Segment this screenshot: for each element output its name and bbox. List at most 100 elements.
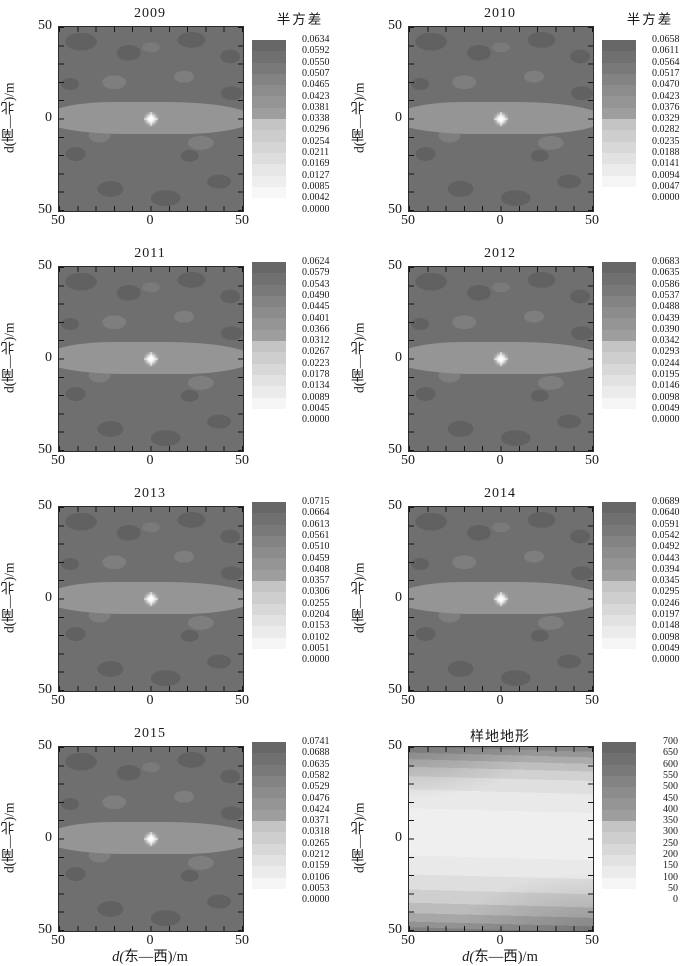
colorbar-value: 0.0106 <box>302 871 330 883</box>
axis-ticks-bottom <box>59 446 243 451</box>
axis-ticks-top <box>59 27 243 32</box>
axis-ticks-bottom <box>59 686 243 691</box>
colorbar-value: 0.0188 <box>652 147 680 158</box>
x-tick-label: 50 <box>585 933 599 948</box>
colorbar-band <box>252 843 286 855</box>
x-tick-label: 50 <box>51 933 65 948</box>
y-axis-label: d(南—北)/m <box>351 802 367 874</box>
panel-title: 2012 <box>484 246 516 261</box>
colorbar-band <box>602 85 636 97</box>
colorbar-band <box>252 374 286 387</box>
panel: 2009 d(南—北)/m 50 0 50 50 0 50 半方差 0.0634… <box>0 0 350 240</box>
colorbar-value: 0.0634 <box>302 34 330 45</box>
colorbar-band <box>602 374 636 387</box>
colorbar-band <box>252 592 286 604</box>
colorbar-value: 0.0381 <box>302 101 330 113</box>
colorbar-band <box>602 513 636 525</box>
colorbar-band <box>252 809 286 822</box>
y-tick-label: 0 <box>395 110 402 125</box>
colorbar-value: 0.0664 <box>302 507 330 519</box>
y-tick-label: 50 <box>38 738 52 753</box>
colorbar-value: 0.0047 <box>652 180 680 192</box>
colorbar-value: 0.0683 <box>652 256 680 267</box>
colorbar-band <box>252 408 286 421</box>
colorbar-band <box>252 51 286 63</box>
colorbar-value: 0.0510 <box>302 541 330 553</box>
colorbar-band <box>252 386 286 398</box>
colorbar-value: 0.0688 <box>302 747 330 759</box>
colorbar-band <box>252 502 286 514</box>
colorbar-value: 0.0488 <box>652 301 680 313</box>
colorbar-band <box>602 408 636 421</box>
y-axis-label: d(南—北)/m <box>351 322 367 394</box>
colorbar-value: 0.0357 <box>302 575 330 587</box>
colorbar-value: 0.0592 <box>302 45 330 57</box>
colorbar-band <box>252 152 286 165</box>
colorbar-value: 0.0159 <box>302 860 330 872</box>
y-axis-label: d(南—北)/m <box>1 802 17 874</box>
colorbar-value: 250 <box>663 837 678 849</box>
colorbar-value: 0.0591 <box>652 518 680 530</box>
colorbar-band <box>252 798 286 810</box>
colorbar-value: 0.0408 <box>302 563 330 575</box>
colorbar-value: 0.0371 <box>302 815 330 827</box>
colorbar-band <box>252 648 286 661</box>
colorbar-value: 0.0178 <box>302 369 330 380</box>
axis-ticks-top <box>409 267 593 272</box>
colorbar-band <box>252 352 286 364</box>
origin-peak-marker <box>142 590 160 608</box>
colorbar-band <box>602 386 636 398</box>
panel-title: 2009 <box>134 6 166 21</box>
x-tick-label: 50 <box>51 693 65 708</box>
colorbar-band <box>602 798 636 810</box>
contour-plot <box>408 506 594 692</box>
colorbar-band <box>602 352 636 364</box>
colorbar-band <box>602 186 636 199</box>
colorbar-band <box>602 363 636 375</box>
colorbar-band <box>252 866 286 878</box>
x-tick-label: 0 <box>146 933 154 948</box>
origin-peak-marker <box>142 110 160 128</box>
axis-ticks-bottom <box>409 446 593 451</box>
colorbar-band <box>252 614 286 627</box>
colorbar-band <box>602 753 636 765</box>
colorbar-band <box>252 787 286 799</box>
origin-peak-marker <box>492 590 510 608</box>
colorbar-value: 0.0445 <box>302 301 330 313</box>
colorbar-value: 0.0246 <box>652 597 680 609</box>
panel-title: 2013 <box>134 486 166 501</box>
colorbar-value: 0.0049 <box>652 642 680 654</box>
colorbar-value: 0.0470 <box>652 79 680 91</box>
colorbar-value: 0.0195 <box>652 369 680 380</box>
y-tick-label: 0 <box>45 830 52 845</box>
axis-ticks-bottom <box>409 926 593 931</box>
colorbar-value: 0.0306 <box>302 586 330 598</box>
colorbar-value: 0.0543 <box>302 278 330 290</box>
x-tick-label: 50 <box>585 213 599 228</box>
origin-peak-marker <box>142 830 160 848</box>
colorbar-band <box>602 284 636 296</box>
contour-plot <box>408 26 594 212</box>
axis-ticks-left <box>59 27 64 211</box>
colorbar-band <box>252 40 286 52</box>
colorbar-band <box>252 130 286 142</box>
axis-ticks-left <box>409 27 414 211</box>
colorbar-value: 700 <box>663 736 678 747</box>
y-axis-label: d(南—北)/m <box>1 322 17 394</box>
colorbar-band <box>602 775 636 788</box>
axis-ticks-right <box>588 507 593 691</box>
colorbar-value: 0.0223 <box>302 357 330 369</box>
colorbar-band <box>252 307 286 319</box>
axis-ticks-top <box>409 507 593 512</box>
colorbar-value: 0.0635 <box>652 267 680 279</box>
panel: 2014 d(南—北)/m 50 0 50 50 0 50 0.0689 0.06… <box>350 480 700 720</box>
axis-ticks-right <box>588 267 593 451</box>
colorbar-value: 0.0476 <box>302 792 330 804</box>
colorbar-value: 0.0295 <box>652 586 680 598</box>
colorbar-band <box>252 877 286 889</box>
axis-ticks-left <box>59 507 64 691</box>
colorbar-value: 0.0265 <box>302 837 330 849</box>
colorbar-value: 0.0094 <box>652 169 680 181</box>
x-tick-label: 0 <box>496 693 504 708</box>
